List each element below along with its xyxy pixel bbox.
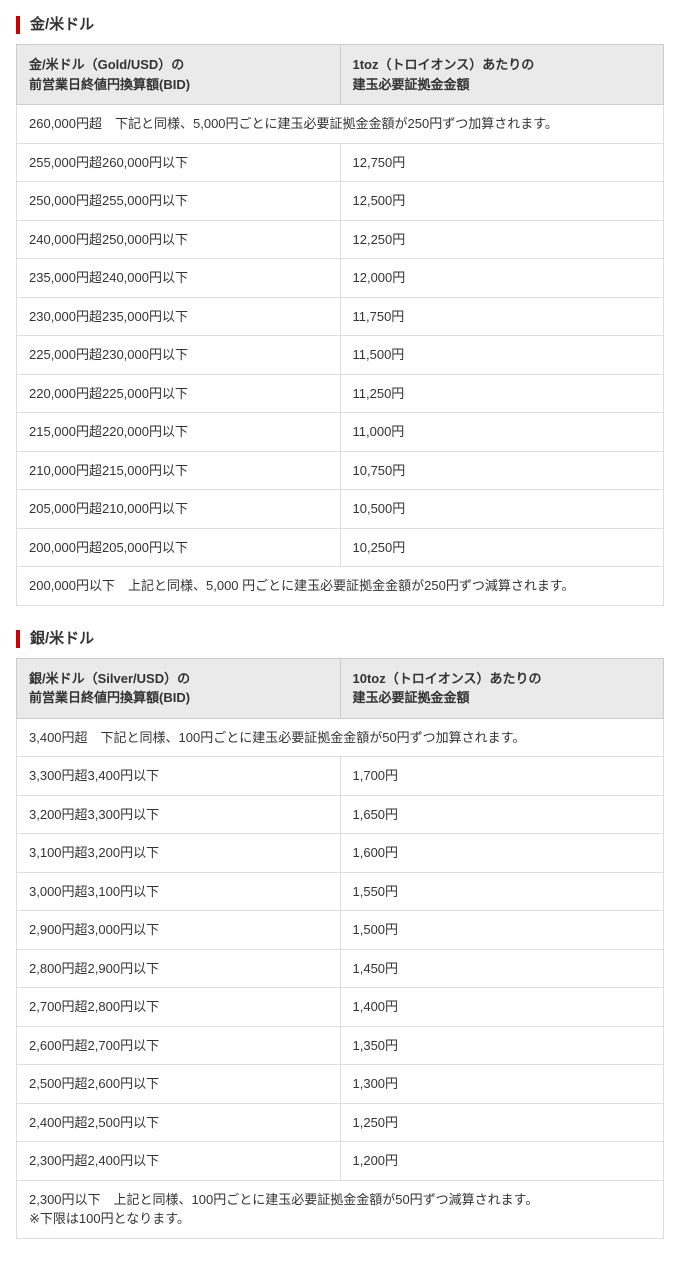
header-line: 10toz（トロイオンス）あたりの	[353, 671, 542, 686]
header-line: 建玉必要証拠金金額	[353, 690, 470, 705]
margin-table: 銀/米ドル（Silver/USD）の前営業日終値円換算額(BID)10toz（ト…	[16, 658, 664, 1239]
margin-cell: 1,550円	[340, 872, 664, 911]
table-row: 2,300円超2,400円以下1,200円	[17, 1142, 664, 1181]
margin-cell: 1,650円	[340, 795, 664, 834]
header-line: 金/米ドル（Gold/USD）の	[29, 57, 184, 72]
range-cell: 3,200円超3,300円以下	[17, 795, 341, 834]
table-row: 240,000円超250,000円以下12,250円	[17, 220, 664, 259]
table-header-margin: 10toz（トロイオンス）あたりの建玉必要証拠金金額	[340, 658, 664, 718]
table-header-margin: 1toz（トロイオンス）あたりの建玉必要証拠金金額	[340, 45, 664, 105]
margin-cell: 1,400円	[340, 988, 664, 1027]
table-header-range: 銀/米ドル（Silver/USD）の前営業日終値円換算額(BID)	[17, 658, 341, 718]
range-cell: 220,000円超225,000円以下	[17, 374, 341, 413]
range-cell: 2,800円超2,900円以下	[17, 949, 341, 988]
margin-cell: 10,250円	[340, 528, 664, 567]
table-row: 205,000円超210,000円以下10,500円	[17, 490, 664, 529]
header-line: 前営業日終値円換算額(BID)	[29, 690, 190, 705]
range-cell: 2,700円超2,800円以下	[17, 988, 341, 1027]
margin-cell: 11,500円	[340, 336, 664, 375]
margin-cell: 1,350円	[340, 1026, 664, 1065]
range-cell: 3,100円超3,200円以下	[17, 834, 341, 873]
range-cell: 230,000円超235,000円以下	[17, 297, 341, 336]
margin-cell: 11,250円	[340, 374, 664, 413]
range-cell: 235,000円超240,000円以下	[17, 259, 341, 298]
table-note-row: 3,400円超 下記と同様、100円ごとに建玉必要証拠金金額が50円ずつ加算され…	[17, 718, 664, 757]
range-cell: 215,000円超220,000円以下	[17, 413, 341, 452]
range-cell: 225,000円超230,000円以下	[17, 336, 341, 375]
table-row: 215,000円超220,000円以下11,000円	[17, 413, 664, 452]
table-header-range: 金/米ドル（Gold/USD）の前営業日終値円換算額(BID)	[17, 45, 341, 105]
table-row: 3,100円超3,200円以下1,600円	[17, 834, 664, 873]
margin-cell: 11,750円	[340, 297, 664, 336]
range-cell: 2,500円超2,600円以下	[17, 1065, 341, 1104]
table-bottom-note: 200,000円以下 上記と同様、5,000 円ごとに建玉必要証拠金金額が250…	[17, 567, 664, 606]
table-note-row: 2,300円以下 上記と同様、100円ごとに建玉必要証拠金金額が50円ずつ減算さ…	[17, 1180, 664, 1238]
section-title: 銀/米ドル	[16, 630, 664, 648]
header-line: 建玉必要証拠金金額	[353, 77, 470, 92]
table-row: 2,500円超2,600円以下1,300円	[17, 1065, 664, 1104]
range-cell: 255,000円超260,000円以下	[17, 143, 341, 182]
range-cell: 2,400円超2,500円以下	[17, 1103, 341, 1142]
table-row: 220,000円超225,000円以下11,250円	[17, 374, 664, 413]
header-line: 銀/米ドル（Silver/USD）の	[29, 671, 190, 686]
range-cell: 210,000円超215,000円以下	[17, 451, 341, 490]
header-line: 前営業日終値円換算額(BID)	[29, 77, 190, 92]
margin-cell: 11,000円	[340, 413, 664, 452]
table-top-note: 3,400円超 下記と同様、100円ごとに建玉必要証拠金金額が50円ずつ加算され…	[17, 718, 664, 757]
header-line: 1toz（トロイオンス）あたりの	[353, 57, 535, 72]
table-row: 255,000円超260,000円以下12,750円	[17, 143, 664, 182]
margin-cell: 12,000円	[340, 259, 664, 298]
table-note-row: 200,000円以下 上記と同様、5,000 円ごとに建玉必要証拠金金額が250…	[17, 567, 664, 606]
table-top-note: 260,000円超 下記と同様、5,000円ごとに建玉必要証拠金金額が250円ず…	[17, 105, 664, 144]
table-row: 230,000円超235,000円以下11,750円	[17, 297, 664, 336]
table-row: 2,600円超2,700円以下1,350円	[17, 1026, 664, 1065]
margin-cell: 1,300円	[340, 1065, 664, 1104]
margin-cell: 1,700円	[340, 757, 664, 796]
table-row: 200,000円超205,000円以下10,250円	[17, 528, 664, 567]
section-title: 金/米ドル	[16, 16, 664, 34]
margin-cell: 12,250円	[340, 220, 664, 259]
table-row: 3,200円超3,300円以下1,650円	[17, 795, 664, 834]
table-row: 2,400円超2,500円以下1,250円	[17, 1103, 664, 1142]
margin-cell: 10,500円	[340, 490, 664, 529]
margin-cell: 1,600円	[340, 834, 664, 873]
margin-section: 銀/米ドル銀/米ドル（Silver/USD）の前営業日終値円換算額(BID)10…	[16, 630, 664, 1239]
range-cell: 240,000円超250,000円以下	[17, 220, 341, 259]
table-row: 3,000円超3,100円以下1,550円	[17, 872, 664, 911]
range-cell: 250,000円超255,000円以下	[17, 182, 341, 221]
table-row: 2,800円超2,900円以下1,450円	[17, 949, 664, 988]
margin-cell: 1,450円	[340, 949, 664, 988]
margin-cell: 1,200円	[340, 1142, 664, 1181]
table-row: 225,000円超230,000円以下11,500円	[17, 336, 664, 375]
table-row: 3,300円超3,400円以下1,700円	[17, 757, 664, 796]
table-row: 2,900円超3,000円以下1,500円	[17, 911, 664, 950]
range-cell: 205,000円超210,000円以下	[17, 490, 341, 529]
table-row: 235,000円超240,000円以下12,000円	[17, 259, 664, 298]
table-row: 210,000円超215,000円以下10,750円	[17, 451, 664, 490]
range-cell: 2,900円超3,000円以下	[17, 911, 341, 950]
table-bottom-note: 2,300円以下 上記と同様、100円ごとに建玉必要証拠金金額が50円ずつ減算さ…	[17, 1180, 664, 1238]
range-cell: 3,300円超3,400円以下	[17, 757, 341, 796]
margin-table: 金/米ドル（Gold/USD）の前営業日終値円換算額(BID)1toz（トロイオ…	[16, 44, 664, 606]
margin-cell: 12,750円	[340, 143, 664, 182]
range-cell: 2,300円超2,400円以下	[17, 1142, 341, 1181]
margin-section: 金/米ドル金/米ドル（Gold/USD）の前営業日終値円換算額(BID)1toz…	[16, 16, 664, 606]
table-note-row: 260,000円超 下記と同様、5,000円ごとに建玉必要証拠金金額が250円ず…	[17, 105, 664, 144]
range-cell: 2,600円超2,700円以下	[17, 1026, 341, 1065]
margin-cell: 1,500円	[340, 911, 664, 950]
margin-cell: 12,500円	[340, 182, 664, 221]
table-row: 250,000円超255,000円以下12,500円	[17, 182, 664, 221]
range-cell: 200,000円超205,000円以下	[17, 528, 341, 567]
table-row: 2,700円超2,800円以下1,400円	[17, 988, 664, 1027]
margin-cell: 10,750円	[340, 451, 664, 490]
margin-cell: 1,250円	[340, 1103, 664, 1142]
range-cell: 3,000円超3,100円以下	[17, 872, 341, 911]
